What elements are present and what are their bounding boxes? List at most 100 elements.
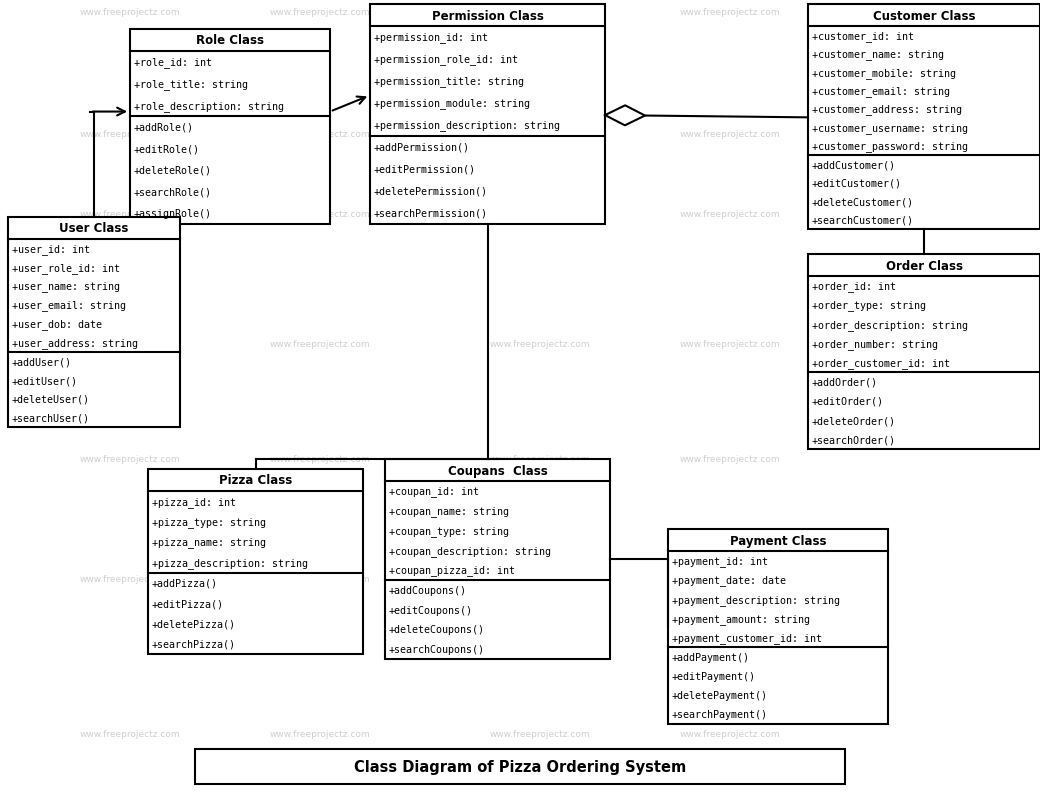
- Text: +customer_name: string: +customer_name: string: [812, 49, 944, 60]
- Text: +pizza_description: string: +pizza_description: string: [152, 557, 308, 568]
- Text: www.freeprojectz.com: www.freeprojectz.com: [80, 729, 181, 738]
- Text: +order_customer_id: int: +order_customer_id: int: [812, 357, 950, 369]
- Text: www.freeprojectz.com: www.freeprojectz.com: [270, 454, 370, 463]
- Text: www.freeprojectz.com: www.freeprojectz.com: [80, 130, 181, 139]
- Text: +coupan_description: string: +coupan_description: string: [389, 545, 551, 556]
- Text: www.freeprojectz.com: www.freeprojectz.com: [490, 340, 591, 349]
- Text: +payment_date: date: +payment_date: date: [672, 575, 786, 585]
- Text: +customer_username: string: +customer_username: string: [812, 123, 968, 134]
- Text: +role_title: string: +role_title: string: [134, 79, 248, 90]
- Polygon shape: [605, 106, 645, 126]
- Text: www.freeprojectz.com: www.freeprojectz.com: [680, 340, 781, 349]
- Text: +pizza_name: string: +pizza_name: string: [152, 537, 266, 548]
- Text: +editPermission(): +editPermission(): [374, 165, 476, 175]
- Text: +user_name: string: +user_name: string: [12, 281, 120, 292]
- Text: +deleteCustomer(): +deleteCustomer(): [812, 197, 914, 207]
- Text: +addOrder(): +addOrder(): [812, 377, 878, 387]
- Text: +role_description: string: +role_description: string: [134, 100, 284, 112]
- Text: +permission_role_id: int: +permission_role_id: int: [374, 55, 518, 65]
- Text: +editPayment(): +editPayment(): [672, 671, 756, 681]
- Text: +coupan_name: string: +coupan_name: string: [389, 506, 509, 516]
- Text: +editCoupons(): +editCoupons(): [389, 605, 473, 615]
- Text: +addRole(): +addRole(): [134, 123, 194, 132]
- Text: +coupan_id: int: +coupan_id: int: [389, 486, 479, 497]
- Text: +addPayment(): +addPayment(): [672, 652, 750, 662]
- Text: +payment_amount: string: +payment_amount: string: [672, 613, 810, 624]
- Text: Order Class: Order Class: [885, 259, 962, 272]
- Text: www.freeprojectz.com: www.freeprojectz.com: [490, 210, 591, 218]
- Text: +deleteCoupons(): +deleteCoupons(): [389, 625, 485, 634]
- Bar: [808, 255, 1040, 450]
- Text: +pizza_id: int: +pizza_id: int: [152, 496, 236, 507]
- Text: +searchPermission(): +searchPermission(): [374, 209, 488, 218]
- Bar: [148, 470, 363, 654]
- Text: +addPermission(): +addPermission(): [374, 143, 470, 153]
- Bar: [130, 30, 330, 225]
- Text: +assignRole(): +assignRole(): [134, 209, 212, 219]
- Text: +coupan_type: string: +coupan_type: string: [389, 525, 509, 536]
- Text: +customer_email: string: +customer_email: string: [812, 86, 950, 97]
- Text: +permission_description: string: +permission_description: string: [374, 120, 560, 131]
- Text: +role_id: int: +role_id: int: [134, 57, 212, 68]
- Text: +addUser(): +addUser(): [12, 357, 72, 367]
- Text: Pizza Class: Pizza Class: [218, 474, 292, 487]
- Text: Role Class: Role Class: [196, 35, 264, 47]
- Text: +deletePermission(): +deletePermission(): [374, 187, 488, 197]
- Text: +searchUser(): +searchUser(): [12, 413, 90, 423]
- Text: +searchRole(): +searchRole(): [134, 187, 212, 198]
- Text: +editPizza(): +editPizza(): [152, 598, 224, 609]
- Text: +payment_customer_id: int: +payment_customer_id: int: [672, 632, 822, 643]
- Bar: [668, 529, 888, 724]
- Text: +user_id: int: +user_id: int: [12, 243, 90, 255]
- Text: +editCustomer(): +editCustomer(): [812, 178, 902, 189]
- Text: +user_role_id: int: +user_role_id: int: [12, 263, 120, 273]
- Text: +customer_address: string: +customer_address: string: [812, 104, 962, 116]
- Text: +customer_mobile: string: +customer_mobile: string: [812, 67, 956, 79]
- Text: +user_email: string: +user_email: string: [12, 300, 126, 311]
- Text: +addCoupons(): +addCoupons(): [389, 585, 467, 595]
- Text: www.freeprojectz.com: www.freeprojectz.com: [270, 210, 370, 218]
- Text: www.freeprojectz.com: www.freeprojectz.com: [680, 210, 781, 218]
- Text: +searchOrder(): +searchOrder(): [812, 435, 896, 445]
- Text: Permission Class: Permission Class: [432, 10, 544, 22]
- Text: +searchCustomer(): +searchCustomer(): [812, 215, 914, 226]
- Text: +pizza_type: string: +pizza_type: string: [152, 516, 266, 528]
- Text: www.freeprojectz.com: www.freeprojectz.com: [270, 8, 370, 17]
- Text: Class Diagram of Pizza Ordering System: Class Diagram of Pizza Ordering System: [354, 759, 686, 774]
- Text: +user_dob: date: +user_dob: date: [12, 319, 102, 330]
- Text: www.freeprojectz.com: www.freeprojectz.com: [490, 729, 591, 738]
- Text: +deleteRole(): +deleteRole(): [134, 165, 212, 176]
- Text: +permission_title: string: +permission_title: string: [374, 76, 524, 88]
- Text: +deleteOrder(): +deleteOrder(): [812, 416, 896, 426]
- Text: +searchPizza(): +searchPizza(): [152, 639, 236, 649]
- Text: Payment Class: Payment Class: [730, 534, 826, 547]
- Text: +permission_id: int: +permission_id: int: [374, 32, 488, 43]
- Text: +order_number: string: +order_number: string: [812, 338, 938, 349]
- Bar: [196, 749, 844, 784]
- Text: +deleteUser(): +deleteUser(): [12, 394, 90, 404]
- Text: www.freeprojectz.com: www.freeprojectz.com: [680, 729, 781, 738]
- Text: +searchPayment(): +searchPayment(): [672, 710, 768, 719]
- Text: Customer Class: Customer Class: [873, 10, 976, 22]
- Text: +deletePizza(): +deletePizza(): [152, 618, 236, 629]
- Text: www.freeprojectz.com: www.freeprojectz.com: [270, 340, 370, 349]
- Text: Coupans  Class: Coupans Class: [447, 464, 547, 477]
- Text: www.freeprojectz.com: www.freeprojectz.com: [680, 574, 781, 583]
- Text: +searchCoupons(): +searchCoupons(): [389, 644, 485, 654]
- Text: +payment_id: int: +payment_id: int: [672, 556, 768, 566]
- Bar: [385, 459, 610, 659]
- Bar: [370, 5, 605, 225]
- Text: +editOrder(): +editOrder(): [812, 397, 884, 406]
- Text: www.freeprojectz.com: www.freeprojectz.com: [80, 454, 181, 463]
- Text: www.freeprojectz.com: www.freeprojectz.com: [680, 130, 781, 139]
- Text: www.freeprojectz.com: www.freeprojectz.com: [490, 574, 591, 583]
- Text: +order_type: string: +order_type: string: [812, 300, 926, 311]
- Text: +order_description: string: +order_description: string: [812, 320, 968, 330]
- Text: www.freeprojectz.com: www.freeprojectz.com: [680, 8, 781, 17]
- Text: +order_id: int: +order_id: int: [812, 281, 896, 291]
- Bar: [808, 5, 1040, 230]
- Text: +editUser(): +editUser(): [12, 376, 78, 385]
- Text: +addCustomer(): +addCustomer(): [812, 161, 896, 170]
- Text: +addPizza(): +addPizza(): [152, 578, 218, 588]
- Text: +customer_password: string: +customer_password: string: [812, 141, 968, 153]
